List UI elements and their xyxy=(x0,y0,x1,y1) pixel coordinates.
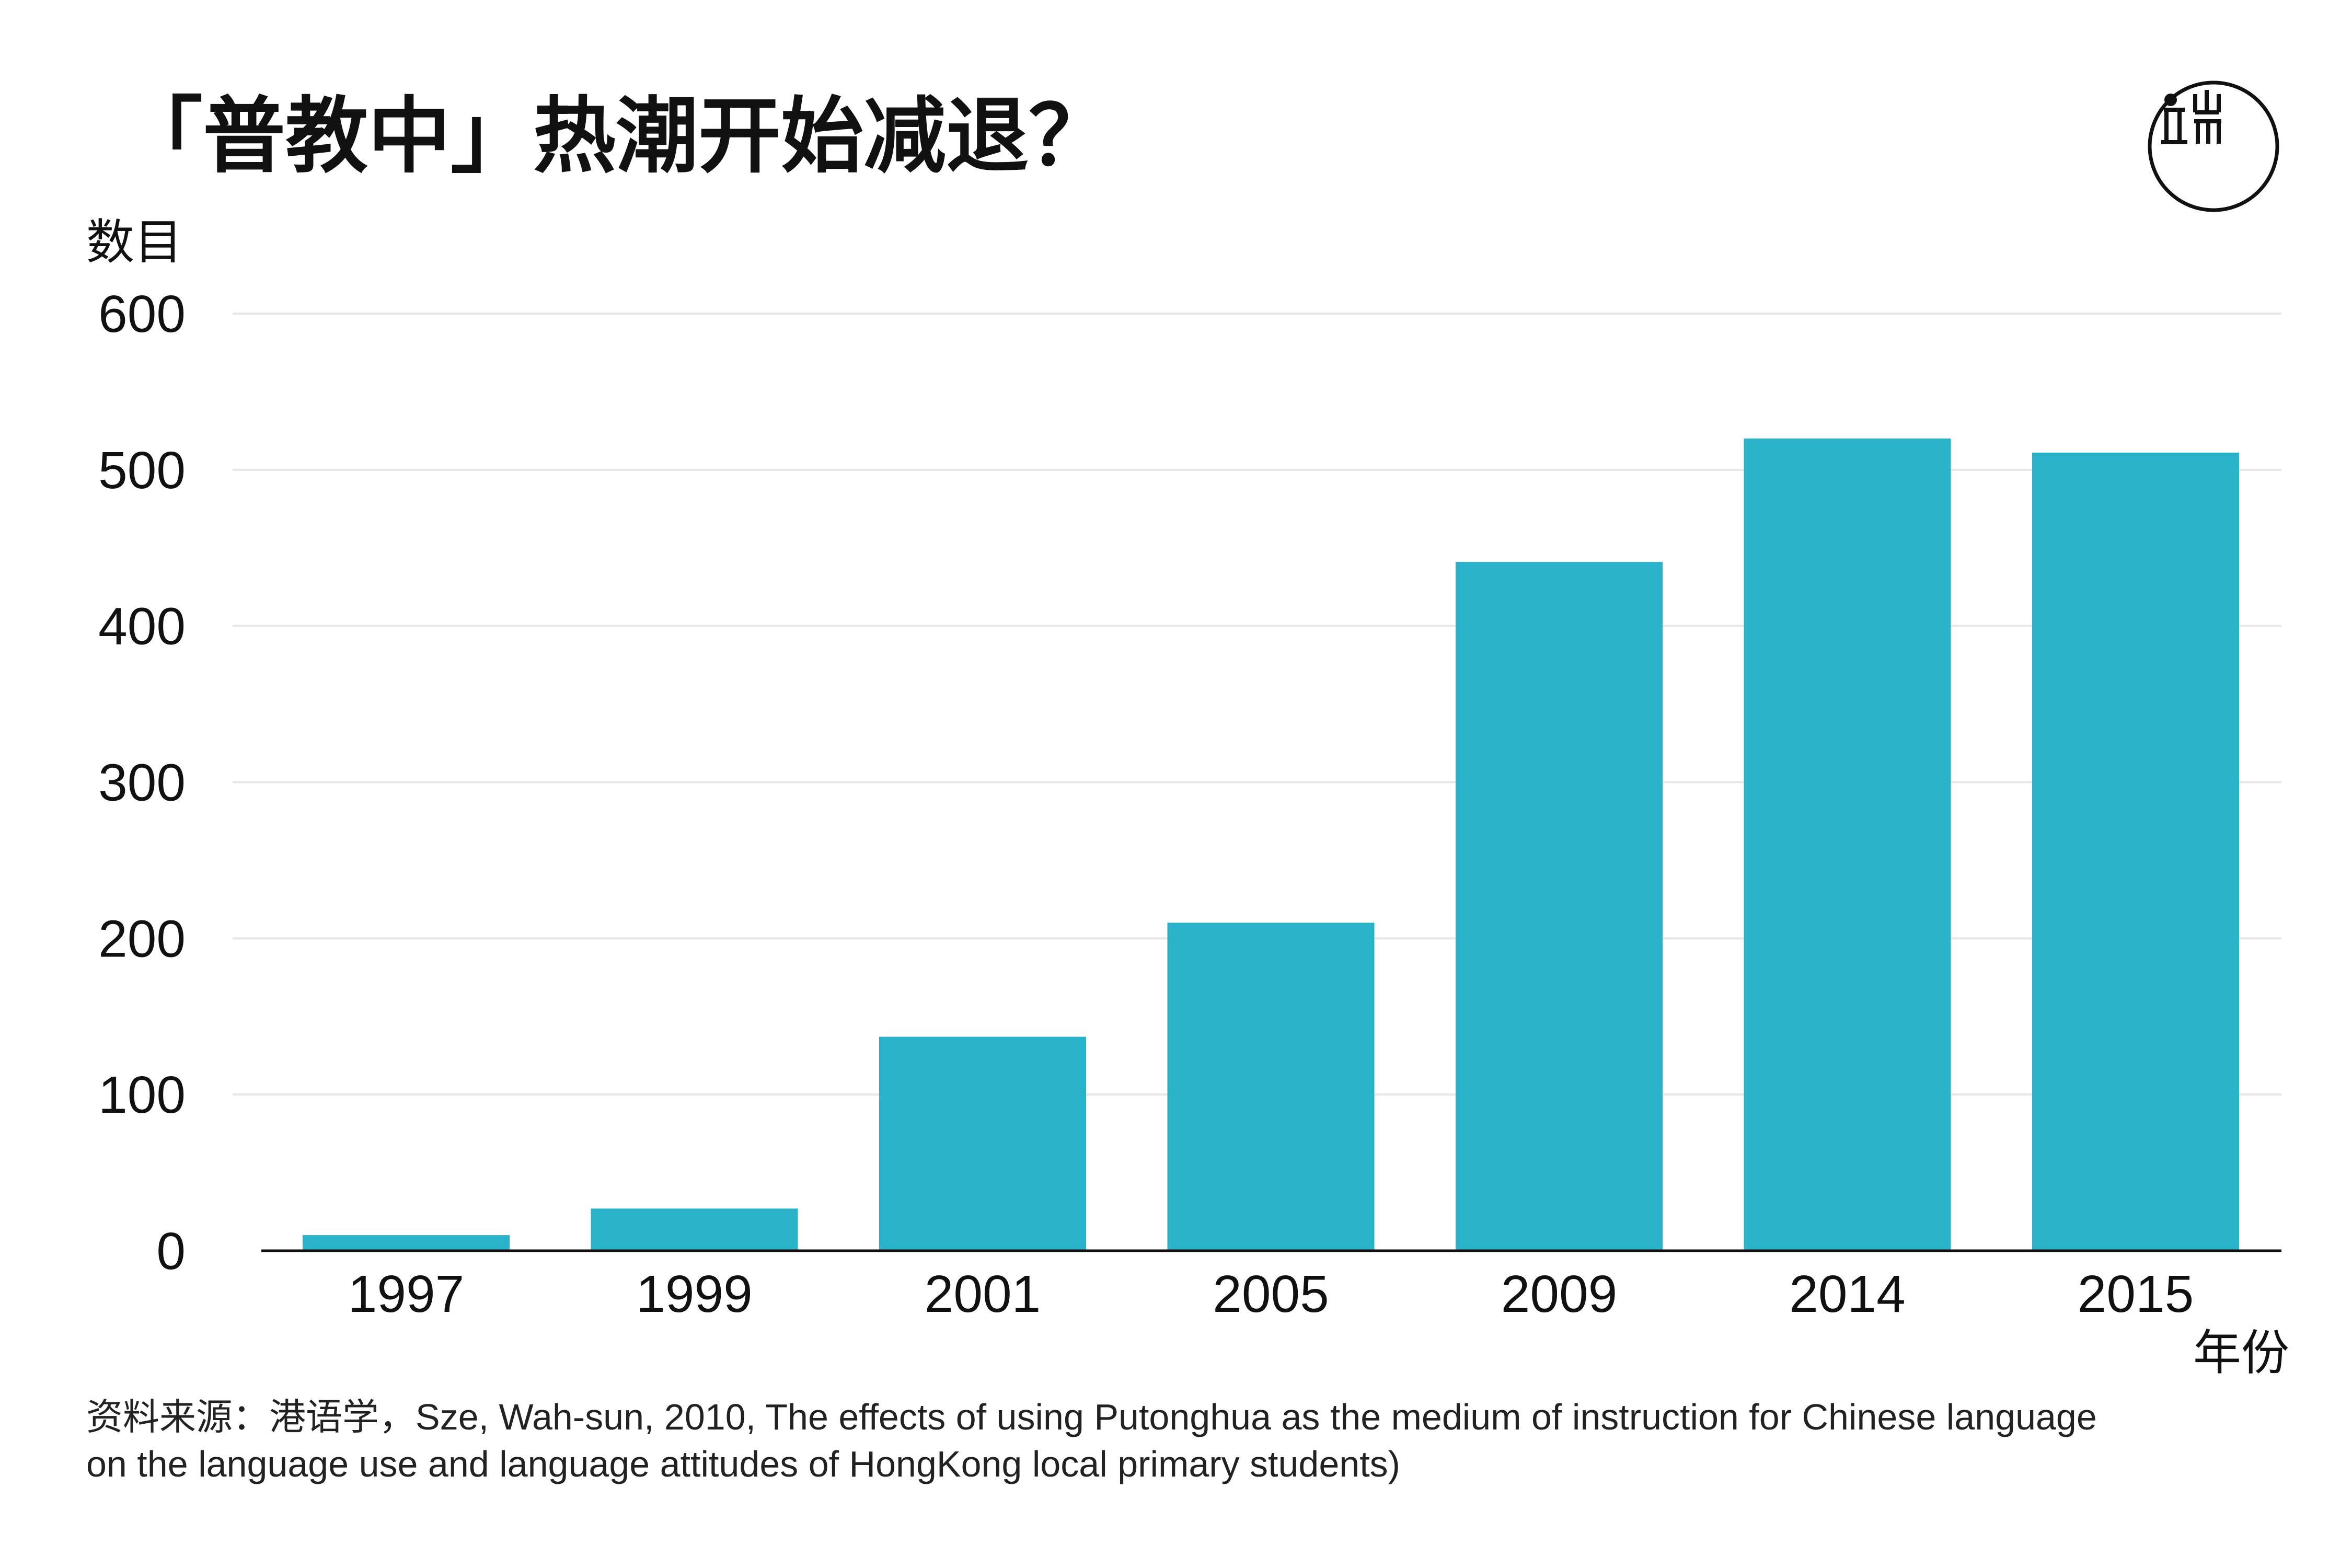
bars xyxy=(303,439,2239,1251)
y-tick-label: 100 xyxy=(98,1066,186,1124)
x-tick-label: 2001 xyxy=(925,1265,1041,1323)
bar-2015 xyxy=(2032,452,2239,1251)
y-axis-ticks: 0 100 200 300 400 500 600 xyxy=(98,285,186,1281)
bar-2001 xyxy=(879,1036,1086,1251)
x-tick-label: 2005 xyxy=(1213,1265,1329,1323)
x-tick-label: 2009 xyxy=(1501,1265,1617,1323)
y-tick-label: 600 xyxy=(98,285,186,343)
x-tick-label: 1997 xyxy=(348,1265,464,1323)
chart-title: 「普教中」热潮开始减退？ xyxy=(120,88,1111,185)
x-tick-label: 1999 xyxy=(636,1265,752,1323)
x-axis-label: 年份 xyxy=(2193,1325,2289,1381)
x-axis-ticks: 1997 1999 2001 2005 2009 2014 2015 xyxy=(348,1265,2194,1323)
y-tick-label: 200 xyxy=(98,909,186,968)
y-axis-label: 数目 xyxy=(86,214,182,270)
y-tick-label: 400 xyxy=(98,597,186,656)
bar-2014 xyxy=(1744,439,1951,1251)
source-line-2: on the language use and language attitud… xyxy=(86,1444,1400,1484)
initium-logo-icon xyxy=(2148,80,2279,212)
y-tick-label: 0 xyxy=(156,1222,186,1281)
y-tick-label: 500 xyxy=(98,441,186,500)
bar-2005 xyxy=(1167,923,1375,1251)
y-tick-label: 300 xyxy=(98,754,186,812)
x-tick-label: 2015 xyxy=(2078,1265,2194,1323)
bar-2009 xyxy=(1456,562,1663,1251)
source-line-1: 资料来源：港语学，Sze, Wah-sun, 2010, The effects… xyxy=(86,1397,2097,1437)
x-tick-label: 2014 xyxy=(1789,1265,1905,1323)
bar-1997 xyxy=(303,1235,510,1251)
bar-1999 xyxy=(591,1208,798,1251)
